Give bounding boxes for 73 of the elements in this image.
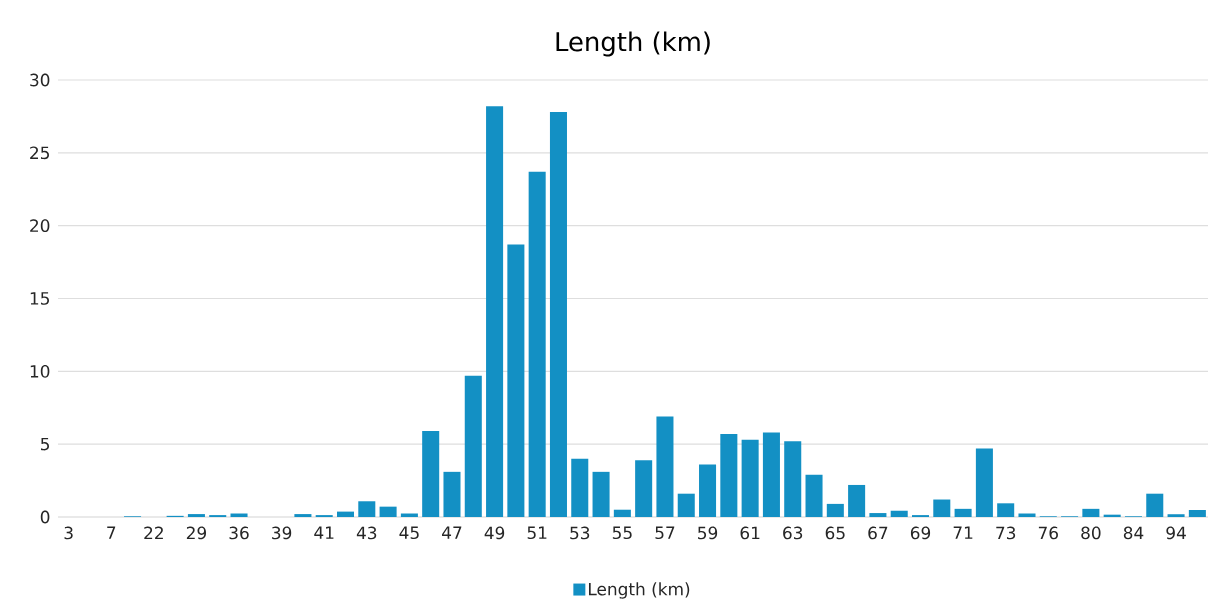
bar <box>613 509 631 517</box>
bar <box>1082 508 1100 517</box>
x-tick-label: 94 <box>1166 526 1186 540</box>
bar <box>805 474 823 517</box>
bar <box>699 464 717 517</box>
bar <box>1146 493 1164 517</box>
y-tick-label: 10 <box>30 364 50 378</box>
x-tick-label: 73 <box>996 526 1016 540</box>
bar <box>528 171 546 517</box>
x-tick-label: 69 <box>910 526 931 540</box>
bar <box>933 499 951 517</box>
x-tick-label: 29 <box>186 526 206 540</box>
x-tick-label: 84 <box>1123 526 1144 540</box>
y-tick-label: 15 <box>30 292 49 305</box>
x-tick-label: 71 <box>953 526 973 539</box>
x-tick-label: 53 <box>570 526 590 540</box>
bar <box>1167 514 1185 517</box>
bar <box>890 510 908 517</box>
y-tick-label: 0 <box>40 510 50 524</box>
y-tick-label: 5 <box>41 437 49 451</box>
bar <box>635 460 653 517</box>
x-tick-label: 45 <box>399 526 419 540</box>
bar <box>997 503 1015 517</box>
bar <box>741 439 759 517</box>
x-tick-label: 51 <box>527 526 547 540</box>
bar <box>1018 513 1036 517</box>
x-tick-label: 57 <box>655 526 675 540</box>
x-tick-label: 3 <box>64 526 73 540</box>
bar <box>954 508 972 517</box>
bar <box>358 501 376 517</box>
bar <box>720 433 738 517</box>
x-tick-label: 65 <box>825 526 845 540</box>
x-tick-label: 36 <box>229 526 249 540</box>
x-tick-label: 59 <box>698 526 718 540</box>
x-tick-label: 67 <box>868 526 888 540</box>
bar <box>784 441 802 517</box>
x-tick-label: 49 <box>484 526 505 540</box>
bar <box>294 514 312 517</box>
bar <box>592 471 610 517</box>
bar <box>975 448 993 517</box>
bar <box>464 375 482 517</box>
x-tick-label: 39 <box>272 526 292 540</box>
bar <box>848 484 866 517</box>
x-tick-label: 43 <box>356 526 377 540</box>
x-tick-label: 61 <box>740 526 760 540</box>
bar <box>422 431 440 517</box>
x-tick-label: 41 <box>314 526 334 539</box>
y-tick-label: 30 <box>30 73 50 87</box>
bar <box>826 503 844 517</box>
x-tick-label: 55 <box>612 526 632 540</box>
bar <box>869 513 887 517</box>
bar <box>549 112 567 517</box>
legend-label: Length (km) <box>589 582 690 599</box>
bar <box>336 511 355 517</box>
bar <box>1188 510 1206 517</box>
bar <box>507 244 525 517</box>
x-tick-label: 47 <box>442 526 462 539</box>
bar <box>677 493 695 517</box>
x-tick-label: 80 <box>1081 526 1101 540</box>
x-tick-label: 63 <box>783 526 803 540</box>
x-tick-label: 22 <box>144 526 163 540</box>
bar <box>486 106 504 517</box>
y-tick-label: 25 <box>30 146 49 160</box>
x-tick-label: 76 <box>1038 526 1058 540</box>
bar <box>187 514 205 517</box>
bar <box>656 416 674 517</box>
bar <box>762 432 780 517</box>
y-tick-label: 20 <box>30 219 50 233</box>
bar <box>379 506 397 517</box>
bar <box>443 471 461 517</box>
chart-title: Length (km) <box>556 31 710 57</box>
x-tick-label: 7 <box>107 526 116 539</box>
bar <box>571 458 589 517</box>
